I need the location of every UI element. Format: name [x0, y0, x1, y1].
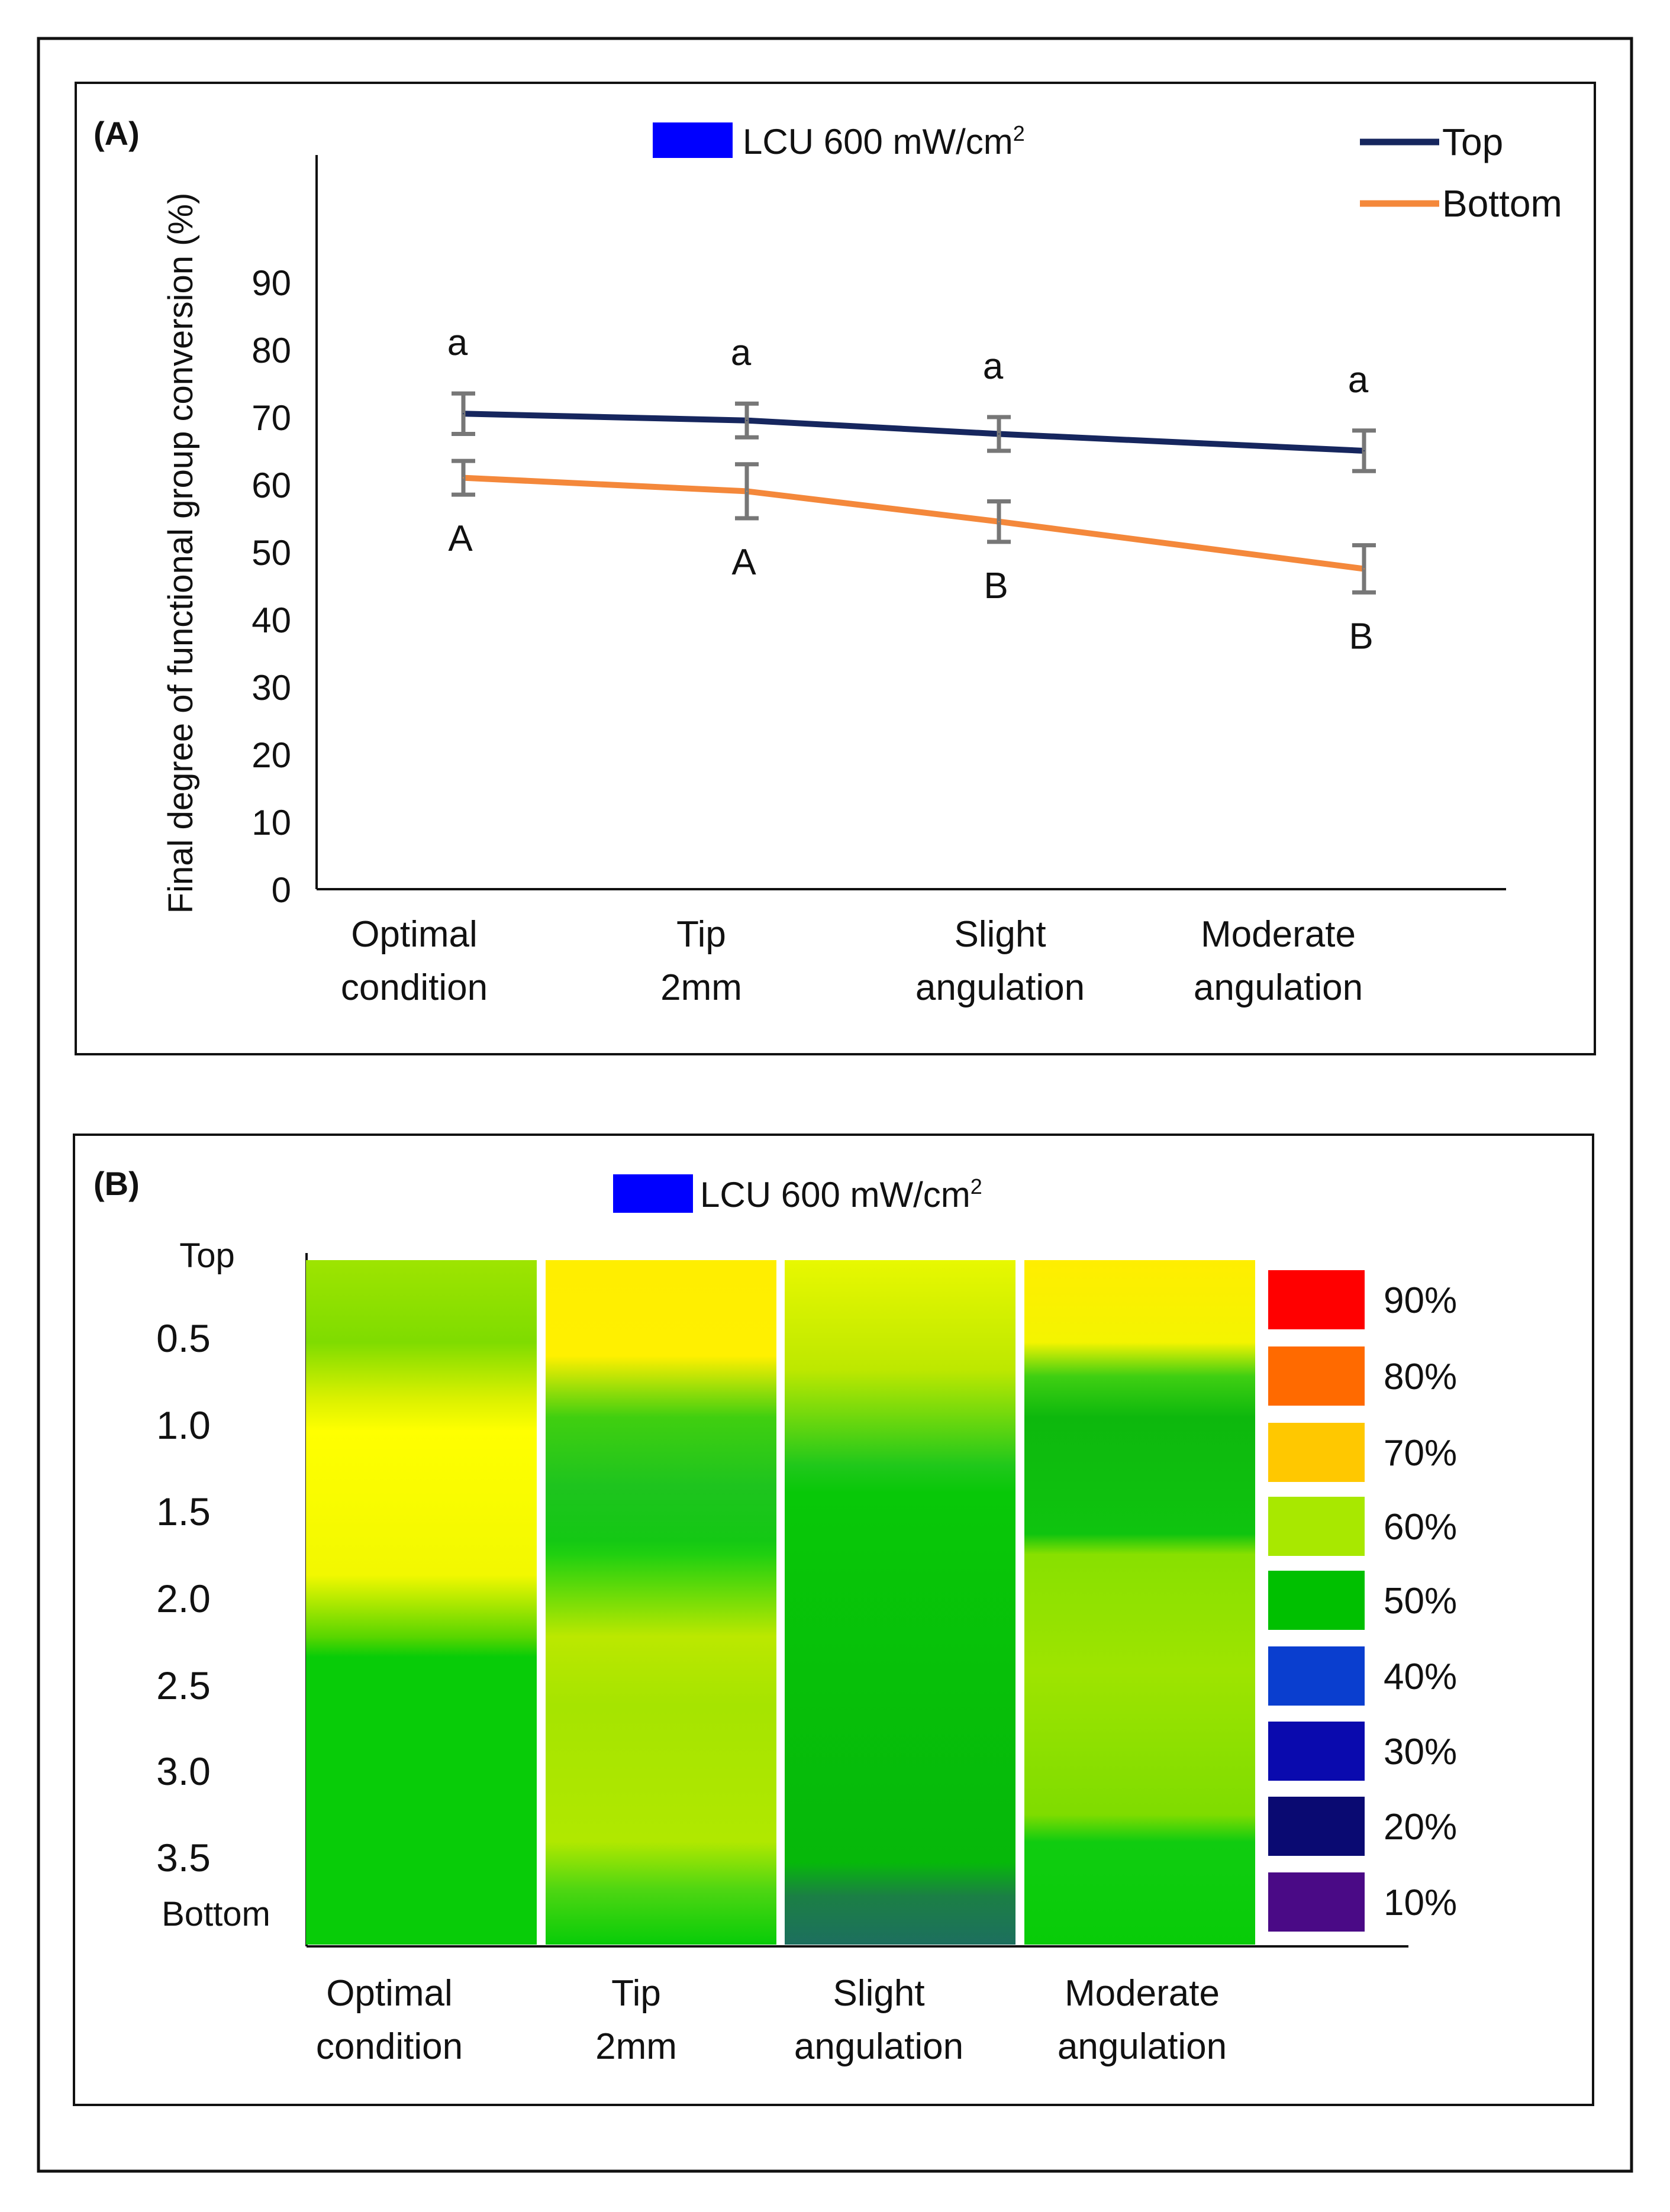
panel-b-legend-swatch	[613, 1174, 693, 1213]
heatmap-column	[306, 1260, 537, 1945]
scale-swatch	[1268, 1571, 1365, 1630]
y-tick-label: 0	[272, 870, 291, 910]
depth-labels: Top 0.5 1.0 1.5 2.0 2.5 3.0 3.5 Bottom	[156, 1236, 270, 1933]
heatmap-columns	[306, 1260, 1255, 1945]
panel-b-label: (B)	[94, 1165, 140, 1202]
scale-swatch	[1268, 1872, 1365, 1932]
y-tick-label: 30	[252, 668, 291, 708]
significance-label: B	[1349, 616, 1373, 657]
depth-label: 3.0	[156, 1749, 211, 1793]
panel-b-frame	[73, 1134, 1594, 2106]
x-category-label: condition	[341, 967, 488, 1008]
depth-label: 0.5	[156, 1316, 211, 1360]
heatmap-category-label: 2mm	[595, 2026, 677, 2067]
heatmap-column	[1024, 1260, 1255, 1945]
heatmap-category-label: condition	[316, 2026, 463, 2067]
significance-label: a	[1348, 360, 1369, 401]
y-tick-label: 40	[252, 600, 291, 640]
heatmap-category-label: angulation	[794, 2026, 963, 2067]
scale-swatch	[1268, 1346, 1365, 1406]
x-category-label: Slight	[954, 914, 1046, 955]
heatmap-category-labels: Optimal condition Tip 2mm Slight angulation Mo…	[316, 1973, 1227, 2067]
y-axis-label: Final degree of functional group convers…	[162, 193, 200, 914]
scale-swatch	[1268, 1497, 1365, 1556]
scale-label: 70%	[1384, 1433, 1457, 1474]
legend-top-label: Top	[1442, 121, 1503, 163]
heatmap-category-label: Slight	[833, 1973, 924, 2014]
heatmap-column	[785, 1260, 1015, 1945]
y-tick-label: 90	[252, 263, 291, 303]
y-tick-label: 10	[252, 803, 291, 842]
depth-label: Top	[179, 1236, 235, 1275]
y-tick-label: 50	[252, 533, 291, 573]
y-tick-label: 70	[252, 398, 291, 438]
scale-label: 90%	[1384, 1280, 1457, 1321]
depth-label: 2.5	[156, 1664, 211, 1707]
x-category-label: Moderate	[1201, 914, 1356, 955]
data-point	[1363, 450, 1365, 451]
legend-bottom-label: Bottom	[1442, 182, 1562, 225]
scale-label: 50%	[1384, 1581, 1457, 1622]
heatmap-category-label: angulation	[1058, 2026, 1227, 2067]
scale-label: 80%	[1384, 1357, 1457, 1397]
heatmap-column	[546, 1260, 776, 1945]
significance-label: B	[984, 566, 1008, 606]
scale-swatch	[1268, 1722, 1365, 1781]
panel-a-frame	[75, 82, 1596, 1055]
color-scale-legend: 90% 80% 70% 60% 50% 40% 30% 20% 10%	[1268, 1270, 1457, 1932]
panel-a-legend-label: LCU 600 mW/cm2	[743, 121, 1025, 162]
panel-a-label: (A)	[94, 115, 140, 152]
data-point	[746, 419, 747, 421]
data-point	[998, 521, 1000, 522]
scale-swatch	[1268, 1797, 1365, 1856]
heatmap-category-label: Tip	[611, 1973, 661, 2014]
line-series: a a a a A A B B	[447, 322, 1376, 657]
x-category-label: angulation	[1194, 967, 1363, 1008]
series-line-top	[463, 411, 1365, 454]
y-tick-label: 60	[252, 466, 291, 505]
x-category-labels: Optimal condition Tip 2mm Slight angulation Mo…	[341, 914, 1363, 1008]
depth-label: 2.0	[156, 1577, 211, 1620]
scale-label: 60%	[1384, 1507, 1457, 1548]
data-point	[463, 477, 464, 479]
y-tick-labels: 0 10 20 30 40 50 60 70 80 90	[252, 263, 291, 910]
significance-label: a	[447, 322, 468, 363]
significance-label: a	[731, 332, 752, 373]
scale-label: 20%	[1384, 1807, 1457, 1848]
y-tick-label: 20	[252, 735, 291, 775]
series-line-bottom	[463, 474, 1365, 572]
significance-label: a	[983, 346, 1004, 387]
heatmap-category-label: Optimal	[326, 1973, 453, 2014]
x-category-label: Tip	[676, 914, 726, 955]
heatmap-category-label: Moderate	[1065, 1973, 1220, 2014]
data-point	[1363, 568, 1365, 570]
outer-frame	[37, 37, 1633, 2173]
x-category-label: 2mm	[660, 967, 742, 1008]
scale-label: 10%	[1384, 1882, 1457, 1923]
depth-label: Bottom	[162, 1895, 270, 1933]
data-point	[998, 433, 1000, 435]
depth-label: 1.5	[156, 1490, 211, 1533]
significance-label: A	[448, 518, 473, 559]
y-tick-label: 80	[252, 331, 291, 370]
data-point	[746, 490, 747, 492]
panel-b-legend-label: LCU 600 mW/cm2	[700, 1174, 982, 1215]
x-category-label: angulation	[915, 967, 1085, 1008]
significance-label: A	[731, 542, 756, 583]
x-category-label: Optimal	[351, 914, 478, 955]
depth-label: 1.0	[156, 1403, 211, 1447]
scale-label: 30%	[1384, 1732, 1457, 1772]
scale-swatch	[1268, 1646, 1365, 1706]
data-point	[463, 413, 464, 415]
scale-label: 40%	[1384, 1656, 1457, 1697]
scale-swatch	[1268, 1423, 1365, 1482]
panel-a-legend-swatch	[653, 122, 733, 158]
depth-label: 3.5	[156, 1836, 211, 1880]
scale-swatch	[1268, 1270, 1365, 1329]
